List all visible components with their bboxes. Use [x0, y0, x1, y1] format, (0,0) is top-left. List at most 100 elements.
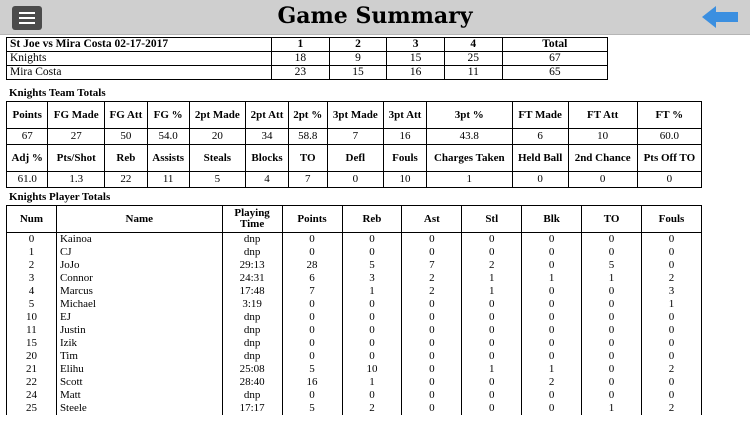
team-stat-value: 16 [383, 128, 427, 145]
player-cell: JoJo [55, 259, 223, 272]
player-cell: 0 [521, 311, 583, 324]
player-cell: 21 [6, 363, 57, 376]
player-cell: 0 [281, 232, 343, 246]
player-cell: 0 [341, 350, 403, 363]
score-row: Knights 18 9 15 25 67 [6, 51, 609, 66]
player-cell: 5 [281, 363, 343, 376]
player-cell: 17:17 [221, 402, 283, 415]
player-cell: 0 [521, 298, 583, 311]
table-row: 1 CJ dnp 0 0 0 0 0 0 0 [6, 246, 703, 259]
team-stat-value: 1 [425, 171, 513, 188]
player-cell: 2 [521, 376, 583, 389]
team-stat-header: Points [5, 101, 49, 129]
player-cell: 0 [401, 298, 463, 311]
player-cell: Kainoa [55, 232, 223, 246]
top-bar: Game Summary [0, 0, 750, 35]
player-cell: 0 [461, 389, 523, 402]
player-cell: 1 [640, 298, 703, 311]
team-stat-value: 7 [287, 171, 328, 188]
team-stat-value: 0 [636, 171, 703, 188]
player-totals-table: Num Name Playing Time Points Reb Ast Stl Blk TO F… [6, 205, 703, 415]
table-row: 0 Kainoa dnp 0 0 0 0 0 0 0 [6, 232, 703, 246]
player-cell: Marcus [55, 285, 223, 298]
player-cell: 28 [281, 259, 343, 272]
period-header: 4 [443, 37, 503, 52]
player-cell: 17:48 [221, 285, 283, 298]
team-stat-header: Pts Off TO [636, 144, 703, 172]
team-stat-header: FT Att [567, 101, 638, 129]
player-cell: 0 [640, 259, 703, 272]
table-row: 20 Tim dnp 0 0 0 0 0 0 0 [6, 350, 703, 363]
player-cell: 6 [281, 272, 343, 285]
player-cell: Elihu [55, 363, 223, 376]
page-title: Game Summary [277, 3, 473, 29]
player-cell: 0 [281, 298, 343, 311]
player-cell: 3 [341, 272, 403, 285]
player-cell: 5 [341, 259, 403, 272]
team-stat-value: 27 [47, 128, 106, 145]
player-cell: 25:08 [221, 363, 283, 376]
player-cell: 7 [281, 285, 343, 298]
player-column-header: Stl [461, 205, 523, 233]
player-cell: 0 [461, 311, 523, 324]
table-row: 25 Steele 17:17 5 2 0 0 0 1 2 [6, 402, 703, 415]
player-cell: 2 [6, 259, 57, 272]
player-cell: 2 [401, 285, 463, 298]
team-totals-title: Knights Team Totals [9, 87, 106, 99]
player-cell: 0 [461, 402, 523, 415]
team-stat-header: FG Att [104, 101, 148, 129]
player-cell: 0 [461, 350, 523, 363]
player-cell: 0 [401, 232, 463, 246]
player-cell: 0 [341, 298, 403, 311]
player-totals-title: Knights Player Totals [9, 191, 111, 203]
player-cell: 0 [521, 389, 583, 402]
player-cell: 0 [341, 232, 403, 246]
player-cell: 0 [581, 337, 642, 350]
player-cell: dnp [221, 350, 283, 363]
score-cell: 11 [443, 65, 503, 80]
player-cell: 1 [461, 363, 523, 376]
player-cell: 10 [341, 363, 403, 376]
player-cell: 3:19 [221, 298, 283, 311]
player-cell: Matt [55, 389, 223, 402]
team-stat-header: 2pt % [287, 101, 328, 129]
player-cell: 0 [521, 350, 583, 363]
team-stat-header: Charges Taken [425, 144, 513, 172]
player-cell: Scott [55, 376, 223, 389]
table-row: 15 Izik dnp 0 0 0 0 0 0 0 [6, 337, 703, 350]
team-stat-header: Held Ball [511, 144, 569, 172]
team-stat-header: 2nd Chance [567, 144, 638, 172]
player-cell: 0 [581, 363, 642, 376]
player-cell: 4 [6, 285, 57, 298]
player-cell: 0 [521, 285, 583, 298]
player-cell: 25 [6, 402, 57, 415]
player-cell: dnp [221, 389, 283, 402]
player-cell: 1 [581, 402, 642, 415]
team-stat-header: 2pt Made [188, 101, 247, 129]
hamburger-menu-icon[interactable] [12, 6, 42, 30]
team-stat-header-row: Points FG Made FG Att FG % 2pt Made 2pt Att 2p… [5, 101, 703, 129]
player-cell: 0 [401, 363, 463, 376]
team-name: Knights [6, 51, 272, 66]
player-cell: 0 [281, 324, 343, 337]
score-cell: 16 [386, 65, 445, 80]
table-row: 2 JoJo 29:13 28 5 7 2 0 5 0 [6, 259, 703, 272]
team-stat-header: Pts/Shot [47, 144, 106, 172]
player-cell: dnp [221, 324, 283, 337]
score-cell: 15 [386, 51, 445, 66]
team-stat-value: 10 [567, 128, 638, 145]
player-cell: 22 [6, 376, 57, 389]
player-cell: 0 [461, 324, 523, 337]
player-cell: 0 [640, 324, 703, 337]
player-cell: 0 [581, 232, 642, 246]
player-cell: 15 [6, 337, 57, 350]
team-stat-header-row: Adj % Pts/Shot Reb Assists Steals Blocks TO Def… [5, 144, 703, 172]
player-cell: 1 [341, 285, 403, 298]
table-row: 11 Justin dnp 0 0 0 0 0 0 0 [6, 324, 703, 337]
back-arrow-icon[interactable] [702, 6, 738, 28]
player-cell: 0 [401, 324, 463, 337]
player-cell: 0 [581, 324, 642, 337]
team-stat-header: Assists [146, 144, 190, 172]
player-cell: 2 [640, 363, 703, 376]
player-cell: 2 [640, 272, 703, 285]
